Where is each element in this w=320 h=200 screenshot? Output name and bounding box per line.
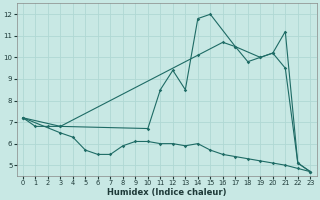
X-axis label: Humidex (Indice chaleur): Humidex (Indice chaleur) bbox=[107, 188, 226, 197]
